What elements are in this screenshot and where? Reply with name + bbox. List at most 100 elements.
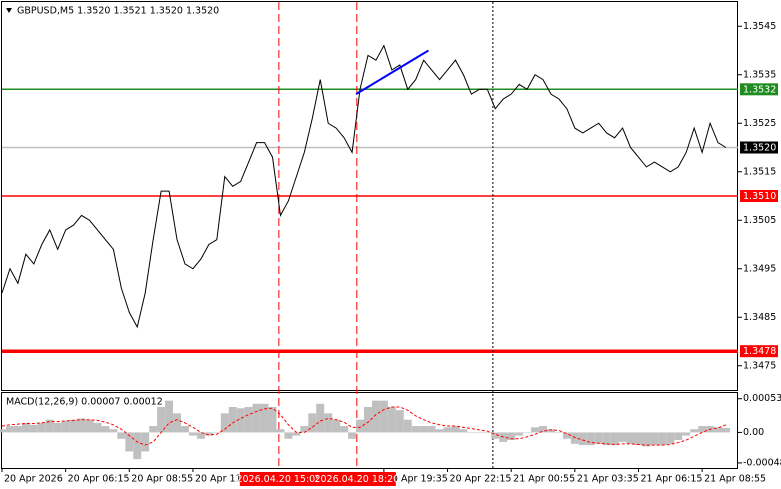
macd-bar (594, 432, 603, 444)
macd-bar (690, 429, 699, 433)
macd-bar (252, 403, 261, 433)
macd-bar (204, 432, 213, 436)
macd-bar (308, 413, 317, 433)
macd-bar (125, 432, 134, 452)
vline-label: 2026.04.20 15:05 (236, 474, 321, 485)
macd-bar (45, 419, 54, 433)
y-tick-label: 1.3485 (743, 312, 776, 323)
macd-bar (276, 429, 285, 433)
x-tick-label: 20 Apr 22:15 (450, 474, 512, 485)
macd-bar (165, 400, 174, 433)
macd-bar (37, 422, 46, 433)
macd-bar (650, 432, 659, 446)
level-label: 1.3478 (743, 346, 776, 357)
y-tick-label: 1.3545 (743, 21, 776, 32)
macd-bar (324, 413, 333, 433)
macd-bar (491, 432, 500, 439)
macd-bar (371, 400, 380, 433)
macd-bar (292, 432, 301, 436)
level-label-box (740, 83, 778, 96)
macd-bar (212, 432, 221, 433)
macd-bar (133, 432, 142, 460)
level-label: 1.3510 (743, 191, 776, 202)
level-label-box (740, 190, 778, 202)
vline-label-box (239, 472, 318, 486)
vline-label: 2026.04.20 18:20 (314, 474, 399, 485)
x-tick-label: 20 Apr 06:15 (68, 474, 130, 485)
macd-bar (348, 432, 357, 439)
macd-bar (467, 432, 476, 433)
macd-bar (196, 432, 205, 439)
macd-bar (13, 426, 22, 433)
y-tick-label: 1.3475 (743, 360, 776, 371)
x-tick-label: 20 Apr 19:35 (386, 474, 448, 485)
macd-bar (531, 427, 540, 433)
macd-bar (188, 432, 197, 436)
chart-title: GBPUSD,M5 1.3520 1.3521 1.3520 1.3520 (17, 6, 219, 17)
macd-bar (85, 419, 94, 433)
macd-bar (515, 432, 524, 436)
level-label: 1.3532 (743, 84, 776, 95)
macd-bar (427, 426, 436, 433)
macd-bar (714, 427, 723, 433)
macd-bar (220, 413, 229, 433)
macd-bar (284, 432, 293, 439)
macd-bar (475, 432, 484, 433)
macd-bar (149, 426, 158, 433)
x-tick-label: 20 Apr 2026 (4, 474, 63, 485)
y-tick-label: -0.00048 (743, 457, 781, 468)
macd-bar (682, 432, 691, 436)
macd-bar (379, 400, 388, 433)
macd-title: MACD(12,26,9) 0.00007 0.00012 (6, 397, 163, 408)
macd-bar (61, 420, 70, 433)
macd-bar (570, 432, 579, 444)
macd-bar (722, 427, 730, 433)
y-tick-label: 1.3525 (743, 118, 776, 129)
x-tick-label: 21 Apr 06:15 (640, 474, 702, 485)
macd-bar (364, 406, 372, 433)
x-tick-label: 21 Apr 03:35 (577, 474, 639, 485)
macd-bar (586, 432, 595, 446)
y-tick-label: 1.3505 (743, 215, 776, 226)
y-tick-label: 1.3535 (743, 69, 776, 80)
y-tick-label: 0.00 (743, 427, 764, 438)
macd-bar (562, 432, 571, 439)
x-tick-label: 20 Apr 11:35 (195, 474, 257, 485)
price-line (1, 44, 727, 329)
macd-bar (507, 432, 516, 441)
macd-bar (340, 426, 349, 433)
macd-bar (451, 426, 460, 433)
macd-bar (523, 432, 532, 433)
macd-bar (268, 406, 277, 433)
y-tick-label: 0.00053 (743, 393, 781, 404)
macd-bar (5, 426, 14, 433)
signal-line (1, 406, 727, 446)
macd-bar (109, 429, 118, 433)
x-tick-label: 21 Apr 08:55 (704, 474, 766, 485)
vline-label-box (317, 472, 396, 486)
x-tick-label: 20 Apr 08:55 (131, 474, 193, 485)
macd-bar (674, 432, 683, 441)
macd-bar (658, 432, 667, 446)
macd-bar (443, 427, 452, 433)
macd-bar (0, 429, 6, 433)
macd-bar (419, 426, 428, 433)
macd-bar (356, 419, 364, 433)
macd-bar (93, 422, 102, 433)
macd-bar (260, 403, 269, 433)
macd-bar (316, 403, 325, 433)
macd-bar (236, 408, 245, 433)
level-label: 1.3520 (743, 143, 776, 154)
macd-bar (141, 432, 150, 452)
macd-bar (228, 406, 237, 433)
y-tick-label: 1.3495 (743, 263, 776, 274)
macd-bar (69, 419, 78, 433)
macd-bar (610, 432, 619, 446)
macd-bar (403, 419, 412, 433)
macd-bar (602, 432, 611, 446)
macd-bar (387, 406, 396, 433)
macd-bar (666, 432, 675, 444)
macd-bar (435, 429, 444, 433)
